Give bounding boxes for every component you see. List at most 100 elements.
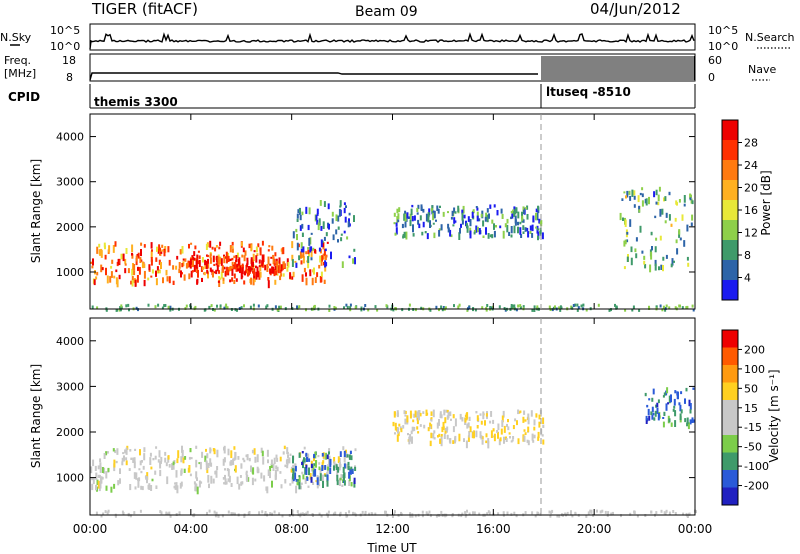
- echo-cell: [482, 411, 485, 420]
- echo-cell: [317, 455, 320, 458]
- echo-cell: [197, 260, 200, 265]
- echo-cell: [329, 459, 332, 467]
- echo-cell: [252, 261, 254, 268]
- echo-cell: [447, 411, 450, 419]
- ground-scatter-cell: [225, 303, 228, 307]
- ground-scatter-cell: [210, 304, 213, 308]
- echo-cell: [97, 465, 100, 470]
- echo-cell: [338, 478, 341, 486]
- echo-cell: [402, 235, 405, 239]
- ground-scatter-cell: [629, 512, 632, 516]
- echo-cell: [486, 208, 489, 213]
- echo-cell: [279, 456, 282, 462]
- ground-scatter-cell: [607, 511, 610, 515]
- echo-cell: [308, 467, 310, 476]
- ground-scatter-cell: [354, 306, 357, 310]
- ground-scatter-cell: [580, 304, 583, 308]
- colorbar-swatch: [722, 400, 738, 418]
- ground-scatter-cell: [313, 305, 315, 309]
- echo-cell: [179, 249, 182, 255]
- echo-cell: [230, 483, 233, 487]
- ground-scatter-cell: [374, 305, 377, 309]
- ground-scatter-cell: [442, 306, 445, 309]
- echo-cell: [209, 240, 212, 248]
- echo-cell: [294, 472, 297, 480]
- echo-cell: [654, 215, 657, 219]
- echo-cell: [449, 438, 452, 444]
- echo-cell: [302, 474, 305, 480]
- echo-cell: [305, 468, 308, 475]
- echo-cell: [206, 269, 209, 274]
- echo-cell: [496, 210, 499, 216]
- echo-cell: [332, 234, 335, 241]
- echo-cell: [645, 415, 648, 421]
- echo-cell: [262, 456, 265, 465]
- echo-cell: [154, 455, 157, 460]
- echo-cell: [97, 474, 100, 478]
- echo-cell: [313, 456, 315, 462]
- echo-cell: [446, 434, 449, 440]
- echo-cell: [519, 410, 522, 413]
- echo-cell: [346, 236, 349, 240]
- echo-cell: [189, 448, 192, 453]
- echo-cell: [445, 409, 448, 413]
- ground-scatter-cell: [301, 512, 304, 516]
- echo-cell: [676, 391, 679, 396]
- echo-cell: [333, 465, 335, 471]
- echo-cell: [512, 436, 515, 440]
- ground-scatter-cell: [548, 305, 551, 309]
- echo-cell: [339, 451, 342, 457]
- echo-cell: [119, 478, 121, 484]
- echo-cell: [496, 430, 499, 433]
- echo-cell: [626, 239, 629, 243]
- echo-cell: [319, 200, 322, 206]
- ground-scatter-cell: [264, 512, 267, 516]
- ground-scatter-cell: [400, 512, 403, 516]
- echo-cell: [302, 246, 305, 253]
- echo-cell: [447, 227, 450, 233]
- ground-scatter-cell: [549, 514, 552, 518]
- echo-cell: [527, 440, 530, 446]
- echo-cell: [181, 263, 184, 268]
- ground-scatter-cell: [226, 306, 229, 310]
- echo-cell: [172, 280, 175, 285]
- echo-cell: [542, 424, 545, 428]
- echo-cell: [443, 433, 446, 439]
- echo-cell: [398, 423, 401, 427]
- echo-cell: [303, 446, 306, 450]
- echo-cell: [264, 264, 267, 271]
- echo-cell: [471, 212, 474, 219]
- echo-cell: [523, 429, 526, 432]
- echo-cell: [207, 271, 209, 279]
- ground-scatter-cell: [486, 304, 489, 307]
- echo-cell: [475, 430, 478, 438]
- echo-cell: [461, 212, 464, 221]
- ground-scatter-cell: [376, 308, 379, 312]
- echo-cell: [514, 219, 517, 226]
- echo-cell: [228, 267, 231, 272]
- echo-cell: [414, 410, 417, 418]
- echo-cell: [201, 257, 204, 263]
- ground-scatter-cell: [510, 306, 513, 310]
- echo-cell: [653, 191, 656, 198]
- nsearch-tick-low: 10^0: [708, 40, 738, 53]
- echo-cell: [222, 280, 225, 284]
- ground-scatter-cell: [344, 512, 347, 516]
- colorbar-swatch: [722, 470, 738, 488]
- echo-cell: [322, 480, 324, 488]
- echo-cell: [160, 262, 162, 269]
- ground-scatter-cell: [208, 509, 211, 513]
- ground-scatter-cell: [352, 511, 355, 515]
- echo-cell: [638, 209, 641, 213]
- ground-scatter-cell: [102, 512, 105, 516]
- echo-cell: [137, 478, 139, 481]
- echo-cell: [502, 230, 505, 239]
- ground-scatter-cell: [497, 512, 500, 516]
- echo-cell: [218, 279, 221, 287]
- echo-cell: [639, 192, 642, 196]
- echo-cell: [188, 243, 190, 249]
- echo-cell: [422, 221, 425, 228]
- echo-cell: [323, 248, 326, 256]
- echo-cell: [234, 465, 237, 473]
